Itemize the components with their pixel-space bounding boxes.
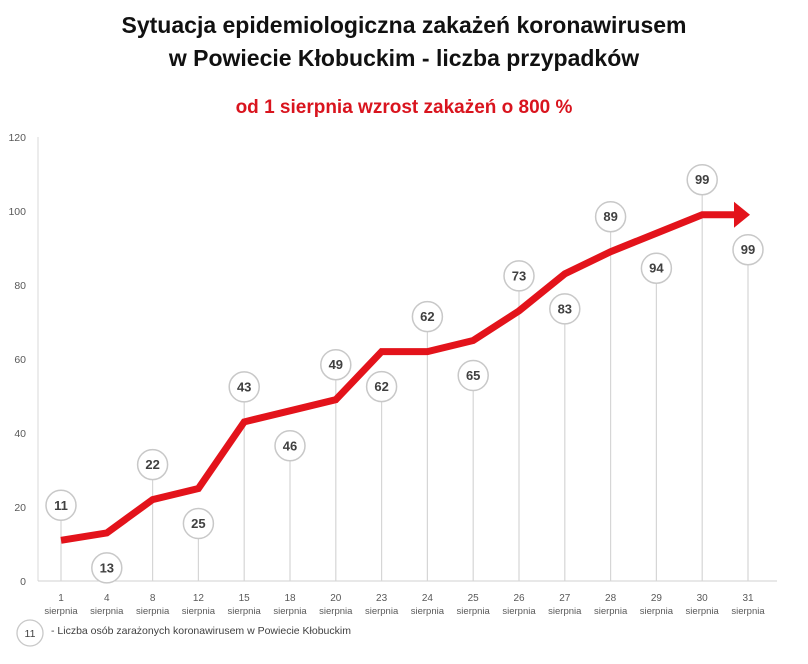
x-tick-month-label: sierpnia xyxy=(319,606,353,617)
data-label: 65 xyxy=(466,368,480,383)
x-tick-month-label: sierpnia xyxy=(44,606,78,617)
x-tick-month-label: sierpnia xyxy=(273,606,307,617)
x-tick-day-label: 20 xyxy=(330,593,342,604)
x-tick-month-label: sierpnia xyxy=(548,606,582,617)
x-tick-month-label: sierpnia xyxy=(228,606,262,617)
data-label-bubble xyxy=(365,370,398,403)
x-tick-day-label: 12 xyxy=(193,593,205,604)
data-label: 22 xyxy=(145,457,159,472)
y-tick-label: 120 xyxy=(8,132,26,144)
data-label: 46 xyxy=(283,438,297,453)
x-tick-month-label: sierpnia xyxy=(457,606,491,617)
series-arrow-head xyxy=(734,201,750,228)
data-label-bubble xyxy=(594,200,627,233)
data-label-bubble xyxy=(640,252,673,284)
chart-title-line-1: Sytuacja epidemiologiczna zakażeń korona… xyxy=(121,12,687,38)
y-tick-label: 0 xyxy=(20,576,26,588)
data-label: 89 xyxy=(603,209,617,224)
x-tick-day-label: 25 xyxy=(468,593,480,604)
x-tick-month-label: sierpnia xyxy=(502,606,536,617)
data-label: 25 xyxy=(191,516,205,531)
data-label-bubble xyxy=(457,359,489,392)
data-label: 99 xyxy=(741,242,755,257)
data-label: 43 xyxy=(237,379,251,394)
series-line xyxy=(60,211,736,544)
y-tick-label: 20 xyxy=(14,502,26,514)
data-label: 62 xyxy=(420,309,434,324)
x-tick-month-label: sierpnia xyxy=(182,606,216,617)
x-tick-day-label: 8 xyxy=(150,593,156,604)
x-tick-month-label: sierpnia xyxy=(411,606,445,617)
y-tick-label: 80 xyxy=(14,280,26,292)
x-tick-day-label: 18 xyxy=(284,593,296,604)
data-label-bubble xyxy=(274,430,306,462)
y-tick-label: 100 xyxy=(8,206,26,218)
data-label: 11 xyxy=(54,498,68,513)
data-label: 99 xyxy=(695,172,709,187)
x-tick-day-label: 27 xyxy=(559,593,571,604)
data-label: 83 xyxy=(558,301,572,316)
x-tick-month-label: sierpnia xyxy=(640,606,674,617)
data-label-bubble xyxy=(91,552,123,584)
x-tick-day-label: 24 xyxy=(422,593,434,604)
data-label: 13 xyxy=(100,560,114,575)
x-tick-month-label: sierpnia xyxy=(731,606,765,617)
x-tick-day-label: 29 xyxy=(651,593,663,604)
data-label: 73 xyxy=(512,268,526,283)
y-tick-label: 60 xyxy=(14,354,26,366)
x-tick-day-label: 23 xyxy=(376,593,388,604)
x-tick-month-label: sierpnia xyxy=(90,606,124,617)
x-tick-day-label: 28 xyxy=(605,593,617,604)
legend-marker xyxy=(16,619,44,647)
data-label-bubble xyxy=(320,348,352,381)
data-label-bubble xyxy=(136,448,169,481)
x-tick-month-label: sierpnia xyxy=(365,606,399,617)
data-label: 94 xyxy=(649,261,664,276)
data-label-bubble xyxy=(503,260,535,292)
legend-marker-label: 11 xyxy=(25,628,36,640)
x-tick-day-label: 30 xyxy=(697,593,709,604)
data-label: 49 xyxy=(329,357,343,372)
data-label-bubble xyxy=(686,163,718,196)
y-tick-label: 40 xyxy=(14,428,26,440)
data-label-bubble xyxy=(228,371,260,403)
data-label-bubble xyxy=(45,489,77,522)
x-tick-month-label: sierpnia xyxy=(686,606,720,617)
data-label: 62 xyxy=(374,379,388,394)
data-label-bubble xyxy=(182,507,215,540)
x-tick-day-label: 31 xyxy=(742,593,754,604)
chart-subtitle: od 1 sierpnia wzrost zakażeń o 800 % xyxy=(235,97,573,118)
data-label-bubble xyxy=(549,293,581,325)
x-tick-month-label: sierpnia xyxy=(594,606,628,617)
x-tick-day-label: 26 xyxy=(513,593,525,604)
legend-label: - Liczba osób zarażonych koronawirusem w… xyxy=(51,625,351,637)
chart-title-line-2: w Powiecie Kłobuckim - liczba przypadków xyxy=(168,45,640,71)
data-label-bubble xyxy=(732,233,764,266)
x-tick-day-label: 4 xyxy=(104,593,110,604)
x-tick-day-label: 1 xyxy=(58,593,64,604)
data-label-bubble xyxy=(411,300,444,333)
x-tick-day-label: 15 xyxy=(239,593,251,604)
x-tick-month-label: sierpnia xyxy=(136,606,170,617)
